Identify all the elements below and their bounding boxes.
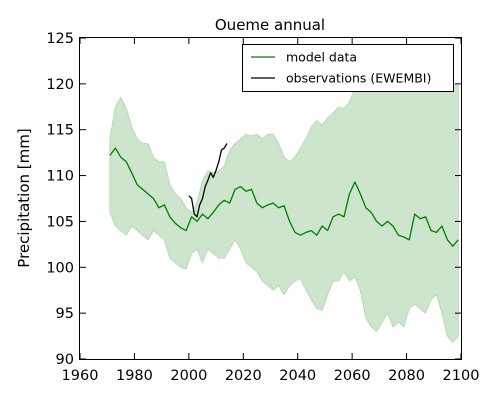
y-tick-label: 105 xyxy=(46,214,74,230)
series-layer xyxy=(109,143,459,247)
y-axis: 90 95 100 105 110 115 120 125 xyxy=(46,31,461,368)
x-tick-label: 2020 xyxy=(225,368,262,384)
y-tick-label: 120 xyxy=(46,77,74,93)
y-tick-label: 90 xyxy=(56,352,74,368)
y-tick-label: 115 xyxy=(46,123,74,139)
x-tick-label: 2000 xyxy=(170,368,207,384)
y-tick-label: 110 xyxy=(46,169,74,185)
legend-label-model-data: model data xyxy=(286,50,357,65)
y-axis-label: Precipitation [mm] xyxy=(15,128,33,267)
series-line-model-data xyxy=(109,147,459,247)
x-tick-label: 2060 xyxy=(334,368,371,384)
series-line-observations-ewembi xyxy=(188,143,228,218)
legend-label-observations: observations (EWEMBI) xyxy=(286,71,431,86)
legend: model data observations (EWEMBI) xyxy=(242,44,454,92)
x-tick-label: 2100 xyxy=(443,368,480,384)
legend-frame xyxy=(242,44,454,92)
y-tick-label: 125 xyxy=(46,31,74,47)
x-tick-label: 2040 xyxy=(279,368,316,384)
x-tick-label: 1960 xyxy=(62,368,99,384)
x-axis: 1960 1980 2000 2020 2040 2060 2080 2100 xyxy=(62,38,480,384)
y-tick-label: 95 xyxy=(56,306,74,322)
x-tick-label: 2080 xyxy=(388,368,425,384)
chart-title: Oueme annual xyxy=(215,16,325,34)
plot-frame xyxy=(79,37,462,360)
y-tick-label: 100 xyxy=(46,260,74,276)
x-tick-label: 1980 xyxy=(116,368,153,384)
